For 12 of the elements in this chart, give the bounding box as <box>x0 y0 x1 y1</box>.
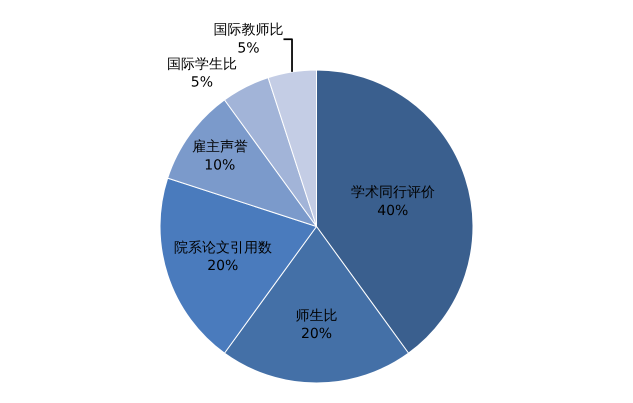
slice-label: 师生比 <box>296 308 338 324</box>
slice-label: 学术同行评价 <box>350 184 435 201</box>
data-label: 20% <box>207 258 238 274</box>
slice-label: 院系论文引用数 <box>174 240 272 256</box>
data-label: 10% <box>204 157 236 174</box>
data-label: 5% <box>190 74 214 91</box>
data-label: 20% <box>300 326 332 342</box>
slice-label: 雇主声誉 <box>192 139 248 156</box>
slice-label: 国际教师比 <box>213 22 284 38</box>
data-label: 40% <box>377 202 408 219</box>
slice-label: 国际学生比 <box>166 56 237 72</box>
data-label: 5% <box>237 40 260 56</box>
